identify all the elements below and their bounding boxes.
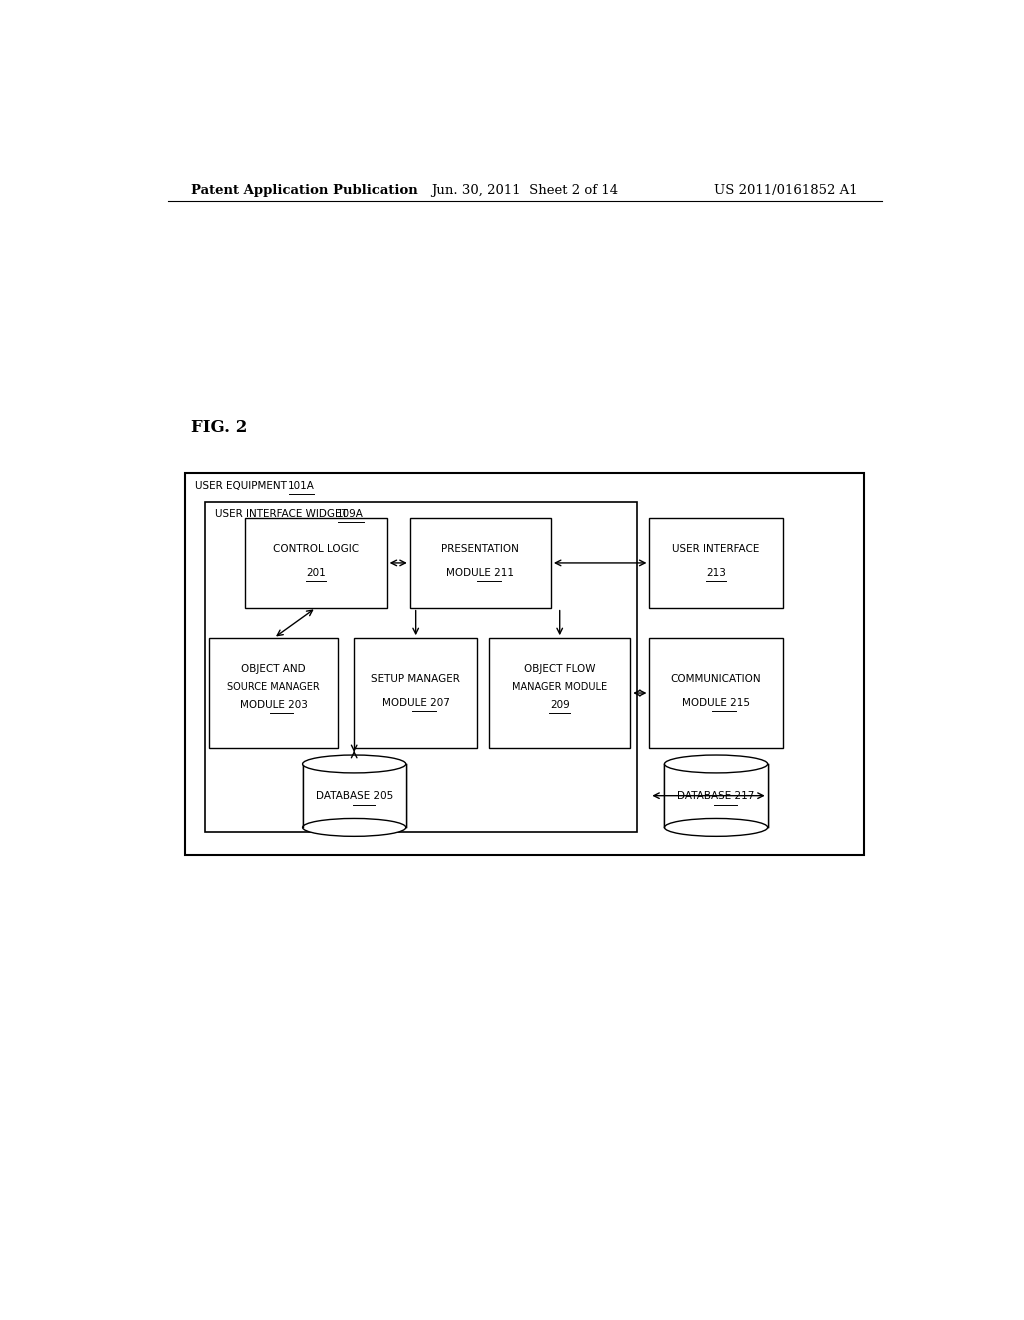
Text: US 2011/0161852 A1: US 2011/0161852 A1 <box>715 185 858 198</box>
Text: SOURCE MANAGER: SOURCE MANAGER <box>227 682 321 692</box>
Text: OBJECT AND: OBJECT AND <box>242 664 306 673</box>
Text: SETUP MANAGER: SETUP MANAGER <box>372 673 460 684</box>
Text: 109A: 109A <box>337 510 364 519</box>
Bar <box>649 638 782 748</box>
Ellipse shape <box>665 818 768 837</box>
Text: DATABASE 205: DATABASE 205 <box>315 791 393 801</box>
Text: 213: 213 <box>707 568 726 578</box>
Text: COMMUNICATION: COMMUNICATION <box>671 673 762 684</box>
Bar <box>246 519 387 607</box>
Text: OBJECT FLOW: OBJECT FLOW <box>524 664 596 673</box>
Bar <box>489 638 631 748</box>
Text: 209: 209 <box>550 700 569 710</box>
Bar <box>209 638 338 748</box>
Text: USER INTERFACE: USER INTERFACE <box>673 544 760 553</box>
Text: MODULE 215: MODULE 215 <box>682 698 750 709</box>
Text: FIG. 2: FIG. 2 <box>191 420 248 436</box>
Text: Jun. 30, 2011  Sheet 2 of 14: Jun. 30, 2011 Sheet 2 of 14 <box>431 185 618 198</box>
Text: USER INTERFACE WIDGET: USER INTERFACE WIDGET <box>215 510 351 519</box>
Text: PRESENTATION: PRESENTATION <box>441 544 519 553</box>
Text: MANAGER MODULE: MANAGER MODULE <box>512 682 607 692</box>
Text: MODULE 203: MODULE 203 <box>240 700 307 710</box>
Text: Patent Application Publication: Patent Application Publication <box>191 185 418 198</box>
Text: 101A: 101A <box>288 480 314 491</box>
Bar <box>354 638 477 748</box>
Bar <box>410 519 551 607</box>
Bar <box>185 474 864 854</box>
Text: MODULE 211: MODULE 211 <box>446 568 514 578</box>
Text: DATABASE 217: DATABASE 217 <box>677 791 755 801</box>
Text: USER EQUIPMENT: USER EQUIPMENT <box>196 480 291 491</box>
Ellipse shape <box>665 755 768 774</box>
Bar <box>303 764 406 828</box>
Ellipse shape <box>303 818 406 837</box>
Bar <box>205 502 638 833</box>
Ellipse shape <box>303 755 406 774</box>
Text: CONTROL LOGIC: CONTROL LOGIC <box>273 544 359 553</box>
Text: MODULE 207: MODULE 207 <box>382 698 450 709</box>
Bar <box>665 764 768 828</box>
Bar <box>649 519 782 607</box>
Text: 201: 201 <box>306 568 326 578</box>
